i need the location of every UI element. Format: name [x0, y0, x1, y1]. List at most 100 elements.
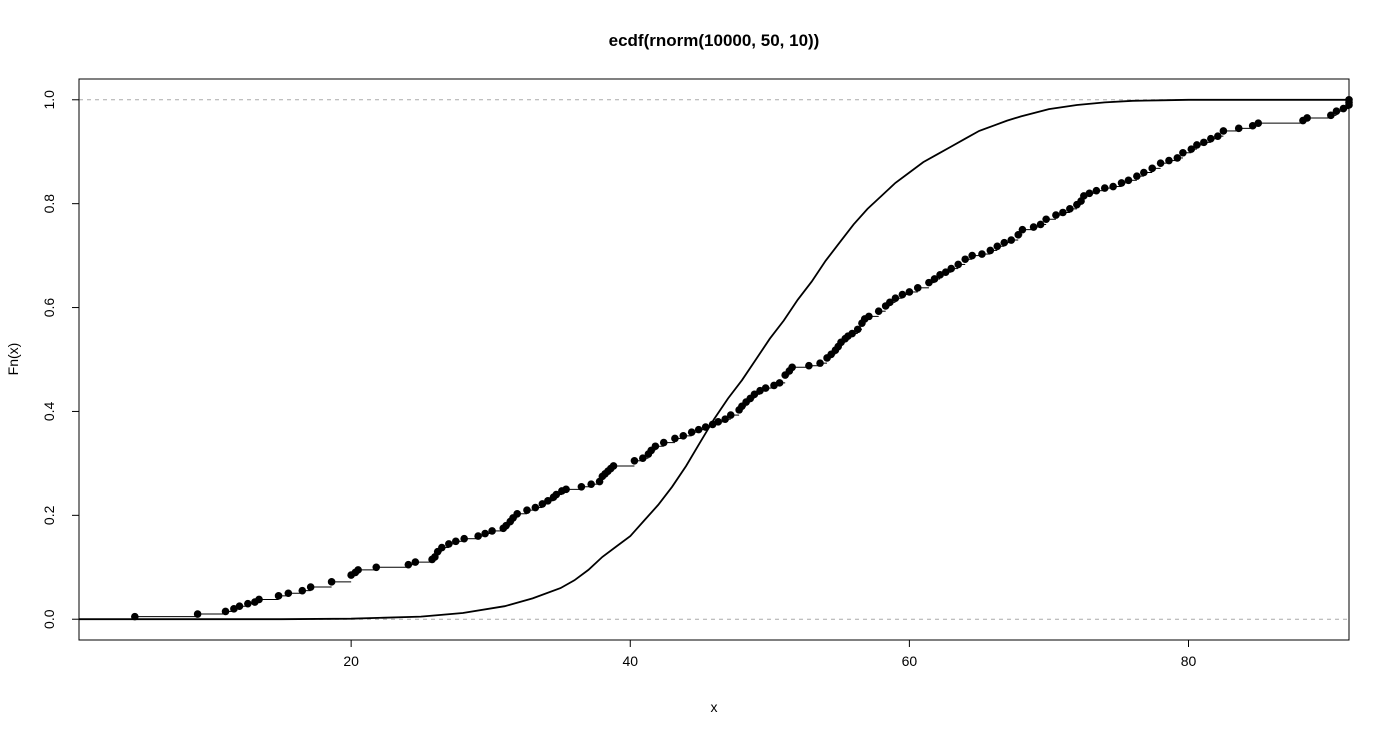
ecdf-point	[438, 543, 446, 552]
x-axis-ticks: 20 40 60 80	[343, 640, 1197, 669]
ecdf-point	[1052, 211, 1060, 219]
ecdf-point	[1234, 124, 1243, 133]
ecdf-point	[865, 312, 873, 321]
ecdf-point	[284, 589, 293, 598]
ecdf-point	[898, 290, 907, 299]
ecdf-point	[726, 411, 735, 419]
ecdf-point	[913, 284, 922, 292]
ecdf-point	[1085, 189, 1094, 198]
ecdf-point	[1214, 132, 1222, 140]
ecdf-point	[721, 415, 729, 424]
ecdf-point	[306, 583, 315, 591]
y-tick-label: 1.0	[41, 90, 57, 110]
ecdf-point	[993, 242, 1002, 251]
theoretical-cdf-curve	[79, 98, 1349, 621]
ecdf-point	[235, 602, 244, 611]
ecdf-point	[1332, 107, 1341, 116]
ecdf-point	[327, 578, 336, 586]
ecdf-point	[411, 558, 420, 566]
reference-lines	[79, 99, 1349, 620]
ecdf-point	[853, 325, 862, 334]
ecdf-point	[221, 607, 230, 616]
ecdf-point	[1000, 238, 1009, 247]
x-tick-label: 80	[1181, 653, 1197, 669]
ecdf-point	[1173, 154, 1182, 162]
ecdf-point	[714, 418, 722, 426]
ecdf-point	[1219, 127, 1228, 135]
ecdf-point	[978, 250, 986, 258]
ecdf-point	[1303, 114, 1311, 122]
ecdf-point	[193, 610, 202, 618]
ecdf-point	[891, 294, 900, 303]
y-axis-ticks: 0.0 0.2 0.4 0.6 0.8 1.0	[41, 90, 79, 629]
ecdf-point	[1339, 104, 1348, 113]
ecdf-point	[701, 423, 710, 431]
ecdf-point	[761, 384, 770, 392]
ecdf-point	[874, 307, 883, 315]
ecdf-point	[354, 566, 362, 574]
ecdf-point	[905, 288, 914, 296]
ecdf-point	[816, 359, 824, 367]
y-tick-label: 0.4	[41, 402, 57, 422]
ecdf-point	[1140, 168, 1148, 177]
ecdf-point	[531, 503, 540, 512]
ecdf-point	[1036, 220, 1045, 229]
ecdf-point	[788, 363, 796, 372]
ecdf-point	[562, 485, 570, 494]
ecdf-point	[968, 251, 976, 260]
ecdf-point	[930, 275, 939, 283]
ecdf-point	[544, 496, 552, 505]
ecdf-point	[1193, 141, 1201, 149]
ecdf-point	[1179, 148, 1187, 157]
ecdf-point	[954, 260, 963, 269]
ecdf-point	[488, 527, 496, 535]
ecdf-point	[1100, 184, 1109, 192]
y-tick-label: 0.2	[41, 505, 57, 525]
ecdf-point	[460, 534, 468, 543]
ecdf-point	[1117, 179, 1126, 187]
ecdf-point	[538, 500, 547, 508]
ecdf-point	[1187, 145, 1196, 153]
ecdf-point	[1207, 134, 1215, 143]
ecdf-point	[694, 425, 703, 434]
ecdf-point	[679, 432, 688, 440]
ecdf-point	[1014, 231, 1023, 239]
ecdf-point	[1059, 208, 1067, 217]
ecdf-point	[1029, 223, 1038, 231]
ecdf-point	[1066, 205, 1074, 213]
ecdf-point	[775, 379, 784, 387]
ecdf-point	[925, 278, 933, 287]
ecdf-point	[941, 268, 950, 277]
ecdf-point	[639, 454, 647, 462]
ecdf-point	[1124, 176, 1133, 185]
ecdf-point	[587, 480, 595, 488]
ecdf-point	[1109, 182, 1117, 191]
x-tick-label: 20	[343, 653, 359, 669]
ecdf-point	[474, 532, 482, 540]
ecdf-point	[947, 264, 956, 273]
y-axis-label: Fn(x)	[5, 343, 21, 376]
ecdf-point	[274, 592, 283, 600]
ecdf-point	[298, 586, 307, 595]
x-tick-label: 60	[902, 653, 918, 669]
ecdf-point	[1165, 156, 1173, 165]
ecdf-point	[1327, 111, 1335, 120]
x-axis-label: x	[711, 699, 718, 715]
chart-title: ecdf(rnorm(10000, 50, 10))	[609, 31, 820, 50]
ecdf-point	[1007, 236, 1016, 244]
ecdf-point	[577, 482, 586, 491]
ecdf-point	[552, 490, 561, 499]
ecdf-point	[1018, 225, 1027, 234]
ecdf-point	[445, 540, 453, 548]
y-tick-label: 0.6	[41, 298, 57, 318]
ecdf-point	[404, 560, 413, 569]
ecdf-point	[255, 595, 263, 604]
ecdf-point	[1156, 159, 1165, 167]
ecdf-point	[1200, 138, 1208, 147]
ecdf-point	[961, 255, 970, 264]
ecdf-steps-layer	[79, 108, 1349, 620]
ecdf-point	[609, 462, 618, 470]
ecdf-point	[1148, 164, 1157, 173]
ecdf-point	[131, 612, 139, 621]
